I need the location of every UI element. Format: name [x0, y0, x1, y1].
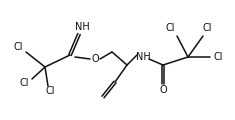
Text: Cl: Cl: [19, 78, 29, 88]
Text: O: O: [91, 54, 99, 64]
Text: O: O: [159, 85, 167, 95]
Text: Cl: Cl: [213, 52, 223, 62]
Text: NH: NH: [75, 22, 89, 32]
Text: NH: NH: [136, 52, 150, 62]
Text: Cl: Cl: [165, 23, 175, 33]
Text: Cl: Cl: [13, 42, 23, 52]
Text: Cl: Cl: [202, 23, 212, 33]
Text: Cl: Cl: [45, 86, 55, 96]
